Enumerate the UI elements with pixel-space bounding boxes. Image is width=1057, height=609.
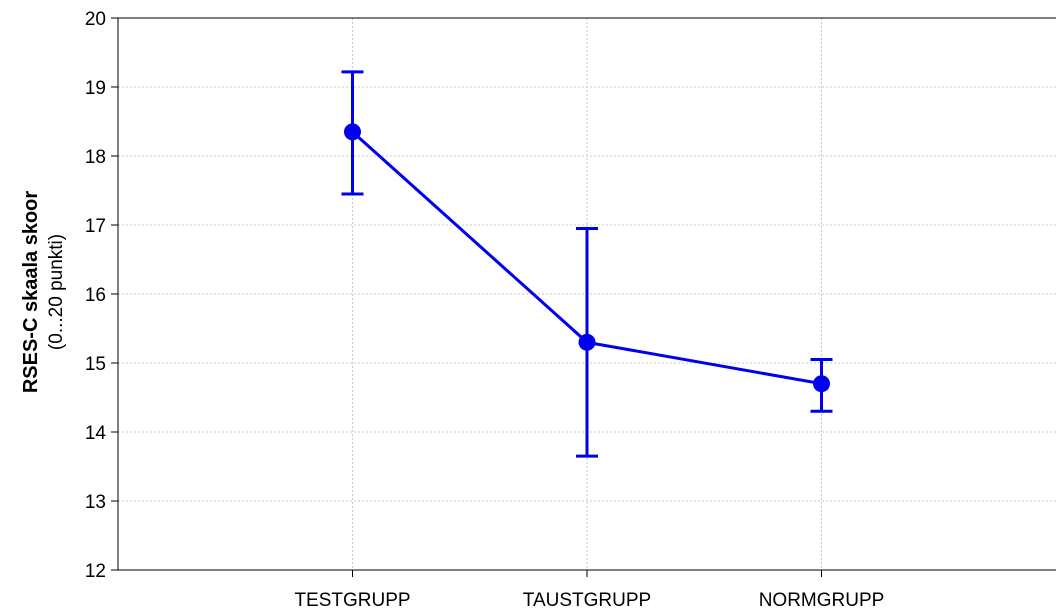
grid <box>118 18 1056 570</box>
x-tick-label: NORMGRUPP <box>759 590 885 609</box>
y-tick-label: 12 <box>85 561 106 582</box>
plot-area <box>341 70 833 458</box>
y-tick-label: 15 <box>85 354 106 375</box>
axes <box>111 17 1056 577</box>
y-tick-label: 13 <box>85 492 106 513</box>
data-point <box>578 333 596 351</box>
y-tick-label: 14 <box>85 423 107 444</box>
y-tick-label: 19 <box>85 78 106 99</box>
y-axis-title: RSES-C skaala skoor <box>20 191 42 394</box>
y-tick-labels: 12 13 14 15 16 17 18 19 20 <box>85 9 107 582</box>
x-tick-label: TAUSTGRUPP <box>523 590 651 609</box>
y-tick-label: 16 <box>85 285 106 306</box>
y-axis-subtitle: (0...20 punkti) <box>46 234 67 350</box>
x-tick-label: TESTGRUPP <box>294 590 410 609</box>
data-point <box>344 123 361 141</box>
x-tick-labels: TESTGRUPP TAUSTGRUPP NORMGRUPP <box>294 590 884 609</box>
y-tick-label: 20 <box>85 9 106 30</box>
y-tick-label: 17 <box>85 216 106 237</box>
data-point <box>813 375 830 393</box>
y-tick-label: 18 <box>85 147 106 168</box>
